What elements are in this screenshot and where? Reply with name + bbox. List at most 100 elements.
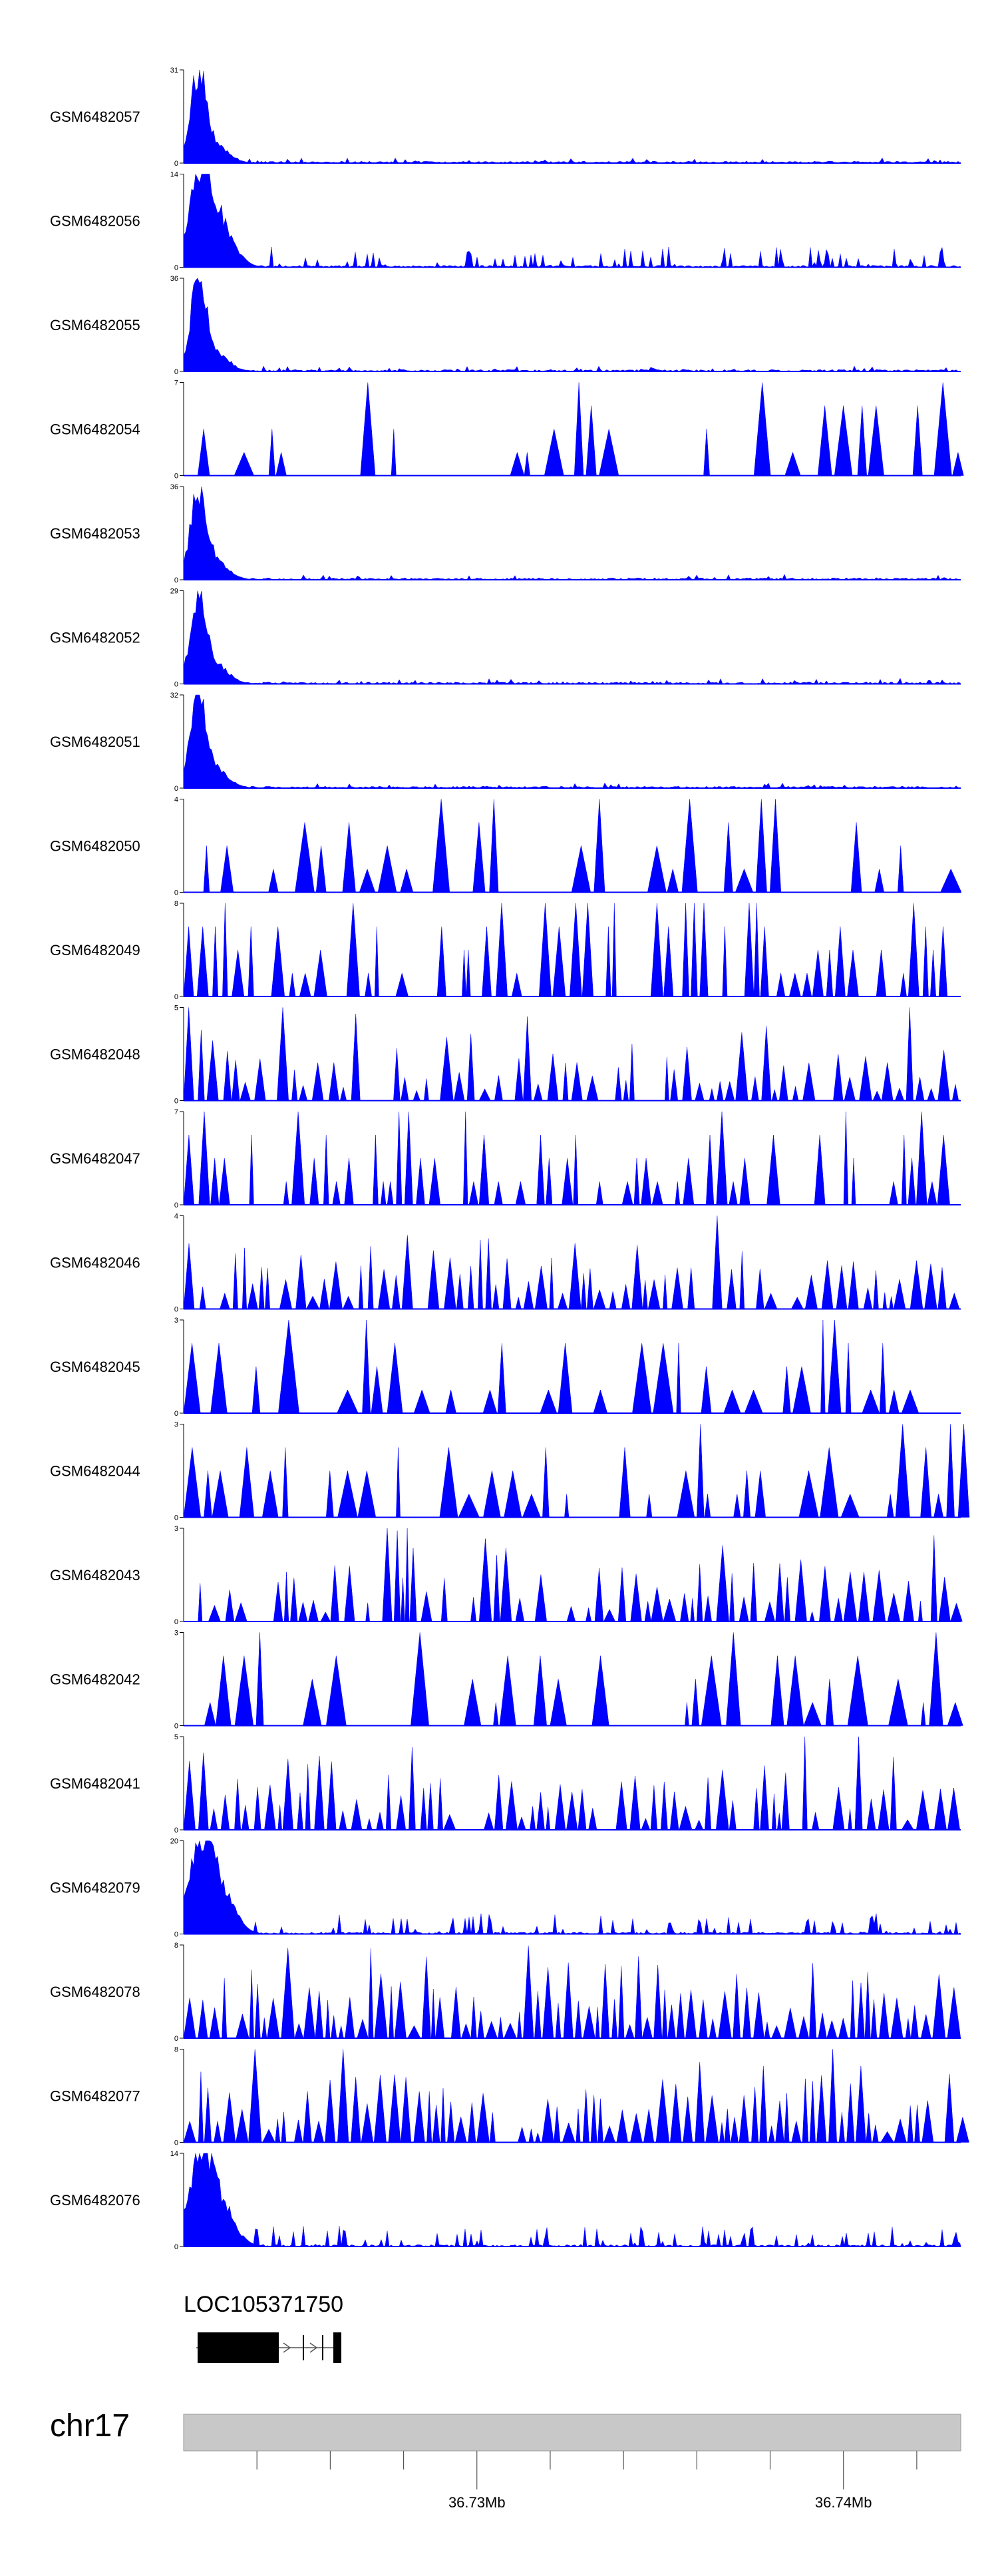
track-label: GSM6482078	[50, 1984, 140, 2000]
track-signal-area	[183, 1215, 961, 1309]
track-ymax-label: 8	[174, 1942, 178, 1950]
track-signal-area	[184, 1632, 963, 1726]
track-label: GSM6482044	[50, 1463, 140, 1480]
track-ymin-label: 0	[174, 1514, 178, 1522]
track-ymin-label: 0	[174, 681, 178, 689]
signal-tracks: GSM6482057310GSM6482056140GSM6482055360G…	[50, 67, 970, 2251]
track-ymax-label: 8	[174, 900, 178, 908]
track: GSM6482053 36 0	[50, 483, 961, 584]
track: GSM6482078 8 0	[50, 1942, 961, 2043]
track-ymax-label: 20	[170, 1838, 178, 1846]
track-ymax-label: 4	[174, 1213, 178, 1221]
gene-exon	[303, 2335, 304, 2360]
track-ymax-label: 36	[170, 483, 178, 491]
track-ymax-label: 5	[174, 1733, 178, 1741]
track-signal-area	[183, 173, 961, 268]
track: GSM6482057 31 0	[50, 67, 961, 168]
track-ymin-label: 0	[174, 1410, 178, 1418]
track-ymin-label: 0	[174, 1931, 178, 1939]
track-label: GSM6482045	[50, 1359, 140, 1375]
track-ymax-label: 3	[174, 1525, 178, 1533]
track-signal-area	[183, 2153, 961, 2247]
track-signal-area	[183, 278, 961, 372]
track-signal-area	[183, 903, 961, 997]
track-ymax-label: 29	[170, 588, 178, 596]
track-signal-area	[183, 590, 961, 684]
track-label: GSM6482050	[50, 838, 140, 855]
track-label: GSM6482053	[50, 525, 140, 542]
track-ymax-label: 36	[170, 275, 178, 283]
track-ymin-label: 0	[174, 473, 178, 481]
track: GSM6482047 7 0	[50, 1108, 961, 1209]
track-signal-area	[184, 382, 964, 476]
track-label: GSM6482041	[50, 1775, 140, 1792]
gene-label: LOC105371750	[184, 2292, 343, 2317]
track-ymin-label: 0	[174, 160, 178, 168]
track: GSM6482048 5 0	[50, 1004, 961, 1106]
axis-tick-label: 36.73Mb	[448, 2494, 506, 2511]
strand-arrow	[309, 2342, 318, 2353]
track: GSM6482049 8 0	[50, 900, 961, 1001]
track-ymin-label: 0	[174, 1618, 178, 1626]
track-signal-area	[183, 1007, 961, 1101]
track-ymax-label: 32	[170, 692, 178, 700]
track-ymin-label: 0	[174, 1826, 178, 1834]
track-ymax-label: 8	[174, 2046, 178, 2054]
track-ymax-label: 3	[174, 1421, 178, 1429]
track: GSM6482044 3 0	[50, 1421, 970, 1522]
track: GSM6482056 14 0	[50, 171, 961, 272]
genome-axis-track: chr17 36.73Mb 36.74Mb	[50, 2408, 961, 2511]
track-signal-area	[183, 1319, 961, 1414]
track: GSM6482055 36 0	[50, 275, 961, 376]
track-ymin-label: 0	[174, 576, 178, 584]
track-label: GSM6482049	[50, 942, 140, 959]
track: GSM6482077 8 0	[50, 2046, 969, 2147]
track-ymin-label: 0	[174, 2243, 178, 2251]
track: GSM6482054 7 0	[50, 379, 964, 481]
track-ymax-label: 3	[174, 1317, 178, 1325]
track-ymin-label: 0	[174, 2035, 178, 2043]
track-ymin-label: 0	[174, 889, 178, 897]
track: GSM6482076 14 0	[50, 2150, 961, 2251]
track-signal-area	[184, 1528, 963, 1622]
track-ymin-label: 0	[174, 1201, 178, 1209]
track-ymin-label: 0	[174, 785, 178, 793]
track-signal-area	[183, 486, 961, 580]
track-label: GSM6482042	[50, 1671, 140, 1688]
track-label: GSM6482055	[50, 317, 140, 333]
track: GSM6482045 3 0	[50, 1317, 961, 1418]
track: GSM6482050 4 0	[50, 796, 962, 897]
track-label: GSM6482043	[50, 1567, 140, 1584]
track: GSM6482079 20 0	[50, 1838, 961, 1939]
track-signal-area	[183, 1424, 970, 1518]
track-label: GSM6482048	[50, 1046, 140, 1063]
track: GSM6482051 32 0	[50, 692, 961, 793]
track: GSM6482042 3 0	[50, 1629, 963, 1731]
track-signal-area	[184, 799, 962, 893]
track-ymin-label: 0	[174, 1723, 178, 1731]
track-label: GSM6482051	[50, 734, 140, 750]
track-ymin-label: 0	[174, 1306, 178, 1314]
track-ymax-label: 14	[170, 171, 178, 179]
track: GSM6482052 29 0	[50, 588, 961, 689]
gene-track: LOC105371750	[184, 2292, 343, 2363]
track-ymax-label: 5	[174, 1004, 178, 1012]
chromosome-label: chr17	[50, 2408, 130, 2444]
track-label: GSM6482057	[50, 108, 140, 125]
track-label: GSM6482056	[50, 213, 140, 230]
gene-exon	[333, 2332, 341, 2363]
track-ymin-label: 0	[174, 368, 178, 376]
track-ymax-label: 14	[170, 2150, 178, 2158]
track-label: GSM6482052	[50, 630, 140, 646]
track-signal-area	[183, 69, 961, 164]
track-signal-area	[183, 1946, 961, 2039]
gene-exon	[198, 2332, 279, 2363]
track-ymax-label: 7	[174, 379, 178, 387]
track-label: GSM6482046	[50, 1255, 140, 1271]
chromosome-ideogram	[183, 2414, 961, 2452]
track-signal-area	[183, 1840, 961, 1935]
track-ymax-label: 31	[170, 67, 178, 75]
track-ymax-label: 7	[174, 1108, 178, 1116]
axis-tick-label: 36.74Mb	[815, 2494, 872, 2511]
